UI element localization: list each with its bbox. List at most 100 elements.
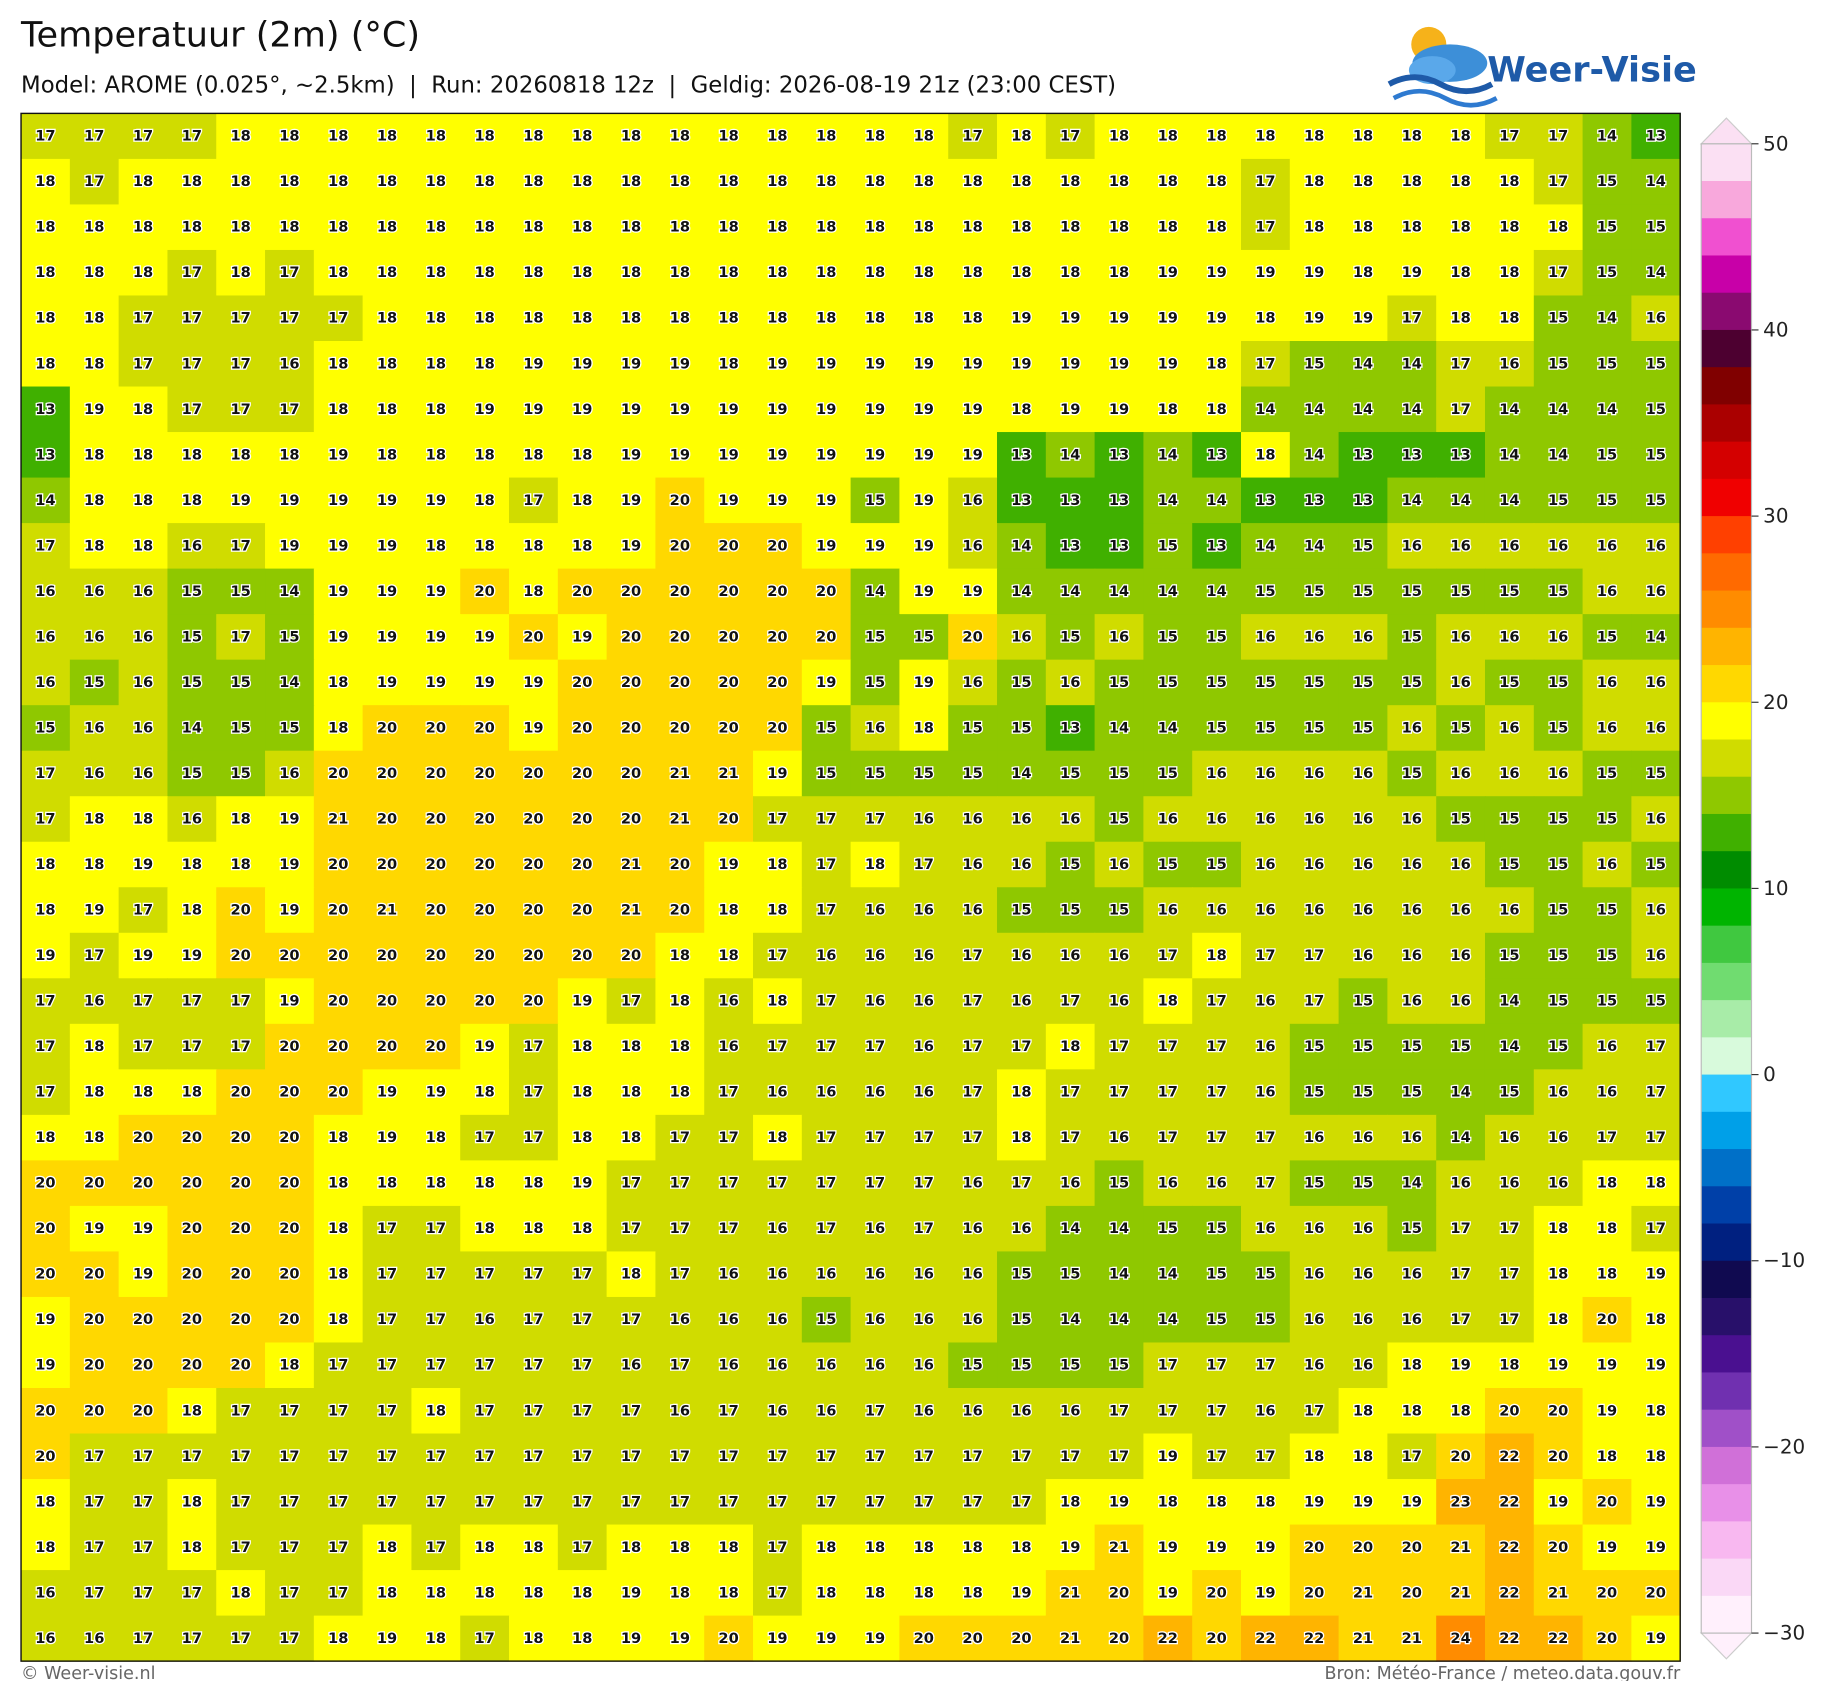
temperature-cell (655, 1160, 705, 1207)
temperature-label: 20 (1548, 1402, 1568, 1419)
temperature-label: 18 (621, 310, 641, 327)
temperature-label: 15 (1548, 492, 1568, 509)
temperature-label: 15 (1158, 537, 1178, 554)
temperature-cell (167, 113, 217, 160)
temperature-cell (899, 659, 949, 706)
temperature-cell (948, 432, 998, 479)
temperature-cell (1338, 340, 1388, 388)
temperature-label: 19 (767, 446, 787, 463)
temperature-label: 18 (670, 310, 690, 327)
temperature-cell (1338, 1069, 1388, 1116)
colorbar-segment (1701, 1446, 1752, 1485)
colorbar-segment (1701, 553, 1752, 592)
temperature-cell (948, 1114, 998, 1161)
temperature-label: 17 (182, 993, 202, 1010)
temperature-label: 20 (670, 902, 690, 919)
temperature-cell (655, 204, 705, 251)
temperature-cell (313, 204, 364, 251)
temperature-cell (1582, 887, 1632, 934)
temperature-label: 19 (1011, 1584, 1031, 1601)
temperature-label: 18 (84, 264, 104, 281)
temperature-label: 20 (670, 583, 690, 600)
temperature-cell (1387, 705, 1437, 752)
temperature-cell (1484, 432, 1535, 479)
temperature-cell (606, 659, 657, 706)
temperature-label: 20 (230, 1357, 250, 1374)
temperature-label: 18 (670, 1084, 690, 1101)
temperature-cell (1631, 887, 1681, 934)
temperature-label: 17 (377, 1220, 397, 1237)
temperature-cell (1582, 614, 1632, 661)
temperature-cell (1241, 614, 1291, 661)
temperature-label: 15 (962, 1357, 982, 1374)
temperature-label: 17 (1450, 401, 1470, 418)
temperature-cell (1436, 614, 1486, 661)
temperature-label: 20 (523, 810, 543, 827)
temperature-cell (1192, 614, 1242, 661)
temperature-label: 18 (914, 719, 934, 736)
temperature-cell (118, 887, 169, 934)
temperature-cell (118, 1205, 169, 1253)
colorbar-segment (1701, 1223, 1752, 1262)
temperature-label: 16 (133, 765, 153, 782)
temperature-label: 20 (133, 1402, 153, 1419)
temperature-label: 16 (914, 810, 934, 827)
temperature-label: 15 (1499, 856, 1519, 873)
temperature-label: 18 (474, 264, 494, 281)
temperature-label: 18 (718, 902, 738, 919)
temperature-label: 17 (426, 1311, 446, 1328)
temperature-label: 15 (1646, 492, 1666, 509)
temperature-label: 15 (279, 719, 299, 736)
temperature-cell (265, 204, 315, 251)
temperature-cell (362, 204, 413, 251)
temperature-label: 17 (1060, 1084, 1080, 1101)
temperature-label: 17 (718, 1084, 738, 1101)
temperature-cell (753, 158, 803, 206)
temperature-label: 17 (279, 1539, 299, 1556)
temperature-cell (899, 113, 949, 160)
temperature-cell (850, 1069, 900, 1116)
temperature-cell (606, 705, 657, 752)
temperature-cell (655, 750, 705, 797)
temperature-label: 18 (621, 1129, 641, 1146)
temperature-cell (69, 249, 120, 297)
temperature-label: 14 (1646, 173, 1666, 190)
temperature-cell (606, 1114, 657, 1161)
temperature-cell (216, 477, 266, 524)
temperature-label: 15 (1548, 674, 1568, 691)
temperature-cell (509, 1023, 559, 1070)
temperature-label: 17 (426, 1220, 446, 1237)
temperature-label: 21 (1353, 1584, 1373, 1601)
temperature-cell (509, 750, 559, 797)
temperature-cell (460, 568, 510, 615)
temperature-label: 17 (572, 1266, 592, 1283)
temperature-cell (1143, 1069, 1193, 1116)
temperature-cell (313, 1160, 364, 1207)
temperature-label: 18 (377, 264, 397, 281)
temperature-cell (704, 249, 754, 297)
temperature-label: 18 (182, 1539, 202, 1556)
temperature-label: 18 (1206, 128, 1226, 145)
temperature-cell (1436, 249, 1486, 297)
temperature-label: 17 (816, 1448, 836, 1465)
temperature-label: 17 (670, 1220, 690, 1237)
temperature-label: 15 (1353, 993, 1373, 1010)
temperature-cell (21, 568, 71, 615)
temperature-label: 15 (1548, 947, 1568, 964)
temperature-cell (1289, 614, 1340, 661)
temperature-cell (21, 1251, 71, 1298)
colorbar-tick-label: 50 (1763, 132, 1788, 155)
temperature-label: 14 (1109, 1311, 1129, 1328)
temperature-label: 20 (328, 993, 348, 1010)
temperature-label: 18 (377, 355, 397, 372)
temperature-cell (313, 614, 364, 661)
temperature-label: 18 (133, 446, 153, 463)
temperature-cell (509, 1114, 559, 1161)
temperature-label: 15 (1255, 1311, 1275, 1328)
temperature-label: 16 (767, 1220, 787, 1237)
temperature-label: 20 (1353, 1539, 1373, 1556)
temperature-cell (21, 340, 71, 388)
temperature-label: 18 (377, 128, 397, 145)
temperature-label: 21 (1060, 1630, 1080, 1647)
temperature-cell (509, 705, 559, 752)
